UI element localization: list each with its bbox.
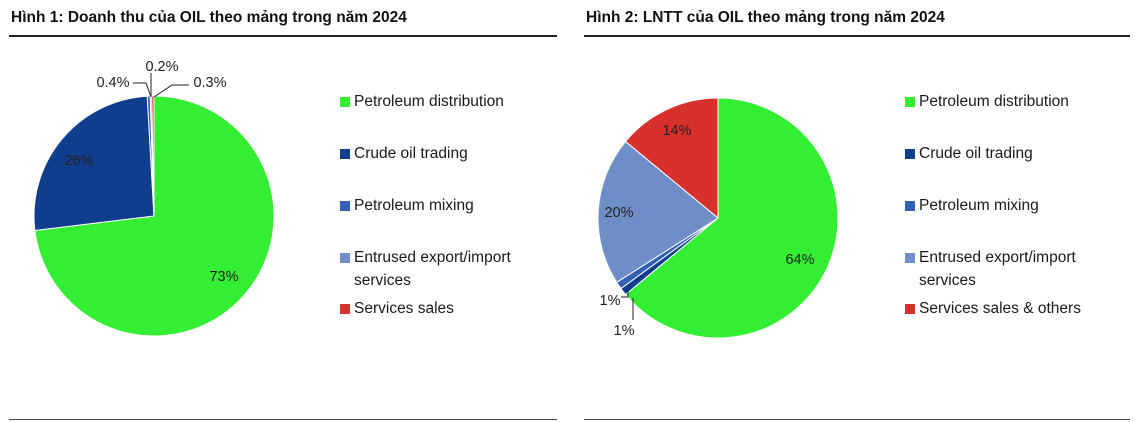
chart-panel-revenue: Hình 1: Doanh thu của OIL theo mảng tron… bbox=[0, 0, 558, 422]
data-label-crude-oil-trading: 26% bbox=[64, 153, 93, 169]
data-label-services-sales: 0.3% bbox=[193, 75, 226, 91]
leader-line bbox=[153, 84, 189, 98]
legend-swatch bbox=[340, 149, 350, 159]
leader-line bbox=[621, 289, 629, 298]
data-label-petroleum-mixing: 1% bbox=[614, 323, 635, 339]
data-label-crude-oil-trading: 1% bbox=[600, 293, 621, 309]
chart-title: Hình 2: LNTT của OIL theo mảng trong năm… bbox=[586, 9, 945, 26]
legend-swatch bbox=[340, 97, 350, 107]
pie-chart-profit: 64% 1% 1% 20% 14% bbox=[597, 97, 839, 339]
bottom-rule bbox=[584, 419, 1130, 420]
data-label-entrused-export-import-services: 20% bbox=[604, 205, 633, 221]
data-label-petroleum-distribution: 73% bbox=[209, 269, 238, 285]
legend-swatch bbox=[340, 201, 350, 211]
pie-chart-revenue: 73% 26% 0.4% 0.2% 0.3% bbox=[33, 59, 275, 337]
legend-swatch bbox=[905, 304, 915, 314]
legend-swatch bbox=[340, 304, 350, 314]
legend-label: Crude oil trading bbox=[354, 145, 468, 162]
legend-swatch bbox=[905, 149, 915, 159]
legend-swatch bbox=[905, 201, 915, 211]
data-label-services-sales-others: 14% bbox=[662, 123, 691, 139]
legend-label: Entrused export/import services bbox=[354, 249, 511, 289]
pie-slice-petroleum-distribution bbox=[624, 97, 839, 339]
pie-slice-services-sales bbox=[151, 95, 155, 217]
title-rule bbox=[584, 35, 1130, 37]
legend-label: Petroleum distribution bbox=[919, 93, 1069, 110]
pie-slice-services-sales-others bbox=[624, 97, 719, 220]
data-label-petroleum-distribution: 64% bbox=[785, 252, 814, 268]
legend-label: Services sales bbox=[354, 300, 454, 317]
legend-swatch bbox=[905, 253, 915, 263]
legend-label: Entrused export/import services bbox=[919, 249, 1076, 289]
chart-panel-profit: Hình 2: LNTT của OIL theo mảng trong năm… bbox=[575, 0, 1135, 422]
legend-label: Petroleum distribution bbox=[354, 93, 504, 110]
bottom-rule bbox=[9, 419, 557, 420]
leader-line bbox=[133, 82, 152, 98]
chart-title: Hình 1: Doanh thu của OIL theo mảng tron… bbox=[11, 9, 407, 26]
title-rule bbox=[9, 35, 557, 37]
legend-label: Crude oil trading bbox=[919, 145, 1033, 162]
data-label-entrused-export-import-services: 0.2% bbox=[145, 59, 178, 75]
pie-slice-entrused-export-import-services bbox=[597, 140, 719, 283]
legend-swatch bbox=[905, 97, 915, 107]
legend-label: Petroleum mixing bbox=[354, 197, 474, 214]
legend-label: Services sales & others bbox=[919, 300, 1081, 317]
legend-label: Petroleum mixing bbox=[919, 197, 1039, 214]
data-label-petroleum-mixing: 0.4% bbox=[96, 75, 129, 91]
legend-swatch bbox=[340, 253, 350, 263]
pie-slice-crude-oil-trading bbox=[33, 95, 155, 232]
